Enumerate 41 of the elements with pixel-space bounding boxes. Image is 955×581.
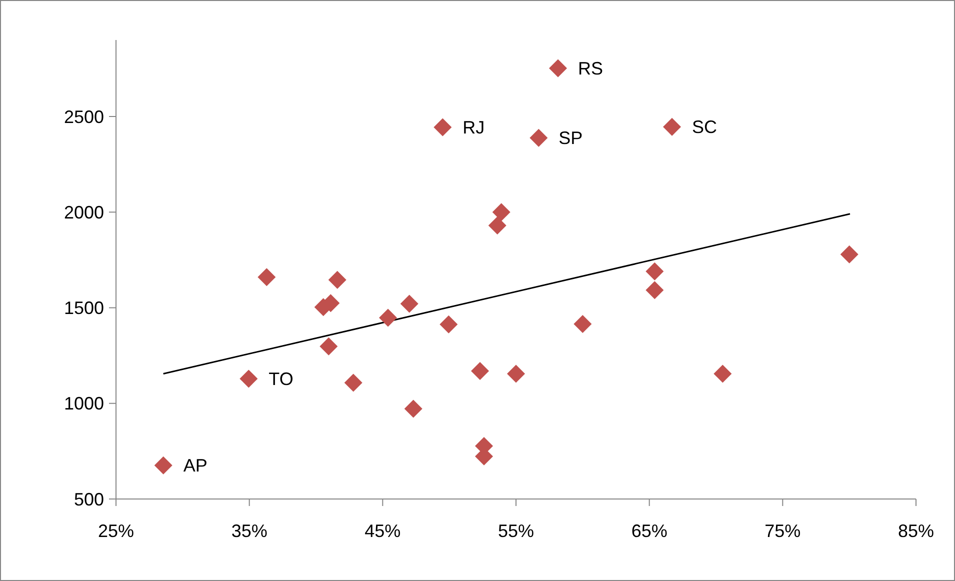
annotation: SP xyxy=(558,128,583,148)
x-tick-label: 65% xyxy=(631,521,668,541)
point xyxy=(320,337,338,356)
point xyxy=(434,118,452,136)
point xyxy=(507,364,525,383)
point xyxy=(646,281,664,300)
point xyxy=(488,216,506,235)
point xyxy=(471,362,489,380)
x-tick-label: 25% xyxy=(98,521,134,541)
y-tick-label: 1000 xyxy=(64,394,104,414)
point xyxy=(258,268,276,286)
point xyxy=(663,118,681,136)
annotation: SC xyxy=(692,117,718,138)
x-tick-label: 85% xyxy=(898,521,934,541)
annotation: RJ xyxy=(462,118,485,138)
y-tick-label: 1500 xyxy=(64,298,104,318)
point xyxy=(344,374,362,392)
x-tick-label: 55% xyxy=(498,521,534,541)
annotation: TO xyxy=(268,369,294,390)
point xyxy=(549,59,567,78)
x-tick-label: 35% xyxy=(231,521,268,541)
point xyxy=(714,364,732,383)
point xyxy=(440,315,458,334)
y-tick-label: 2500 xyxy=(64,106,104,127)
y-tick-label: 500 xyxy=(74,489,104,510)
annotation: RS xyxy=(578,58,604,79)
point xyxy=(328,270,346,289)
x-tick-label: 75% xyxy=(764,521,801,541)
point xyxy=(154,456,172,474)
x-tick-label: 45% xyxy=(364,521,401,541)
point xyxy=(840,245,858,264)
point xyxy=(379,308,397,327)
y-tick-label: 2000 xyxy=(64,202,104,222)
point xyxy=(492,203,510,222)
point xyxy=(404,400,422,418)
point xyxy=(646,262,664,280)
annotation: AP xyxy=(183,456,208,476)
point xyxy=(574,315,592,334)
point xyxy=(240,370,258,388)
point xyxy=(530,128,548,147)
point xyxy=(400,294,418,313)
